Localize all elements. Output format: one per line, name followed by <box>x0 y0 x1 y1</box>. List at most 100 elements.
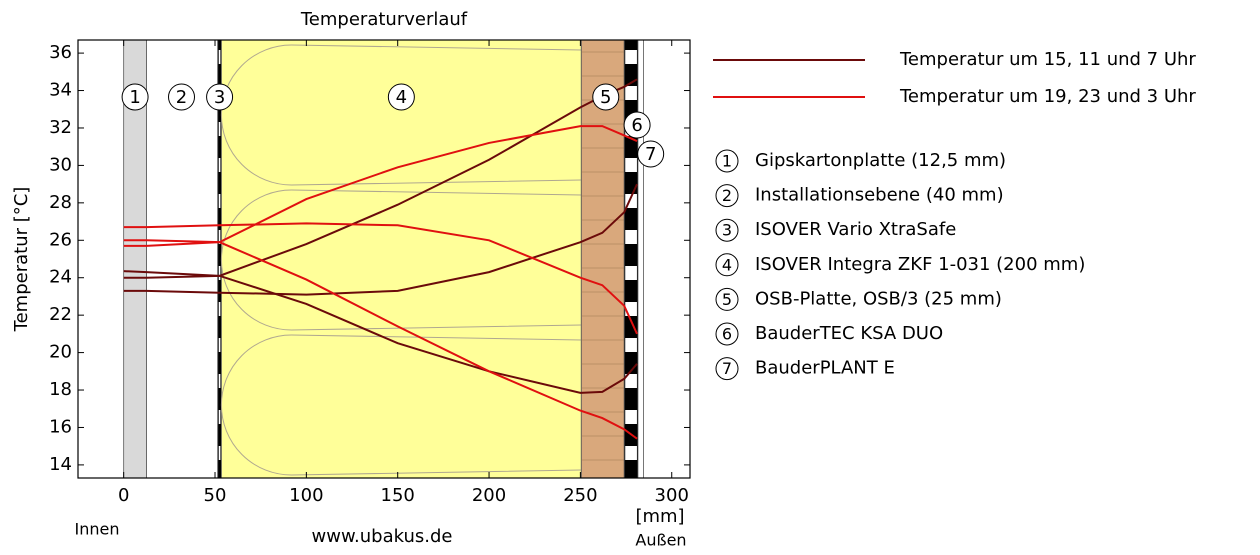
y-tick-label: 16 <box>49 416 72 437</box>
layer-stripe <box>218 230 221 244</box>
layer-marker-label: 6 <box>631 115 642 136</box>
y-axis-label: Temperatur [°C] <box>11 187 32 333</box>
x-tick-label: 50 <box>204 485 227 506</box>
layer-stripe <box>218 194 221 208</box>
layer <box>637 39 644 479</box>
legend-layer-marker <box>715 253 739 277</box>
x-tick-label: 0 <box>118 485 129 506</box>
layer-marker <box>387 83 415 111</box>
y-tick-label: 28 <box>49 192 72 213</box>
source-label: www.ubakus.de <box>312 526 453 547</box>
layer-stripe <box>625 266 637 280</box>
legend-layer-name: BauderTEC KSA DUO <box>755 323 943 344</box>
layer-stripe <box>625 230 637 244</box>
legend-layer-marker <box>715 184 739 208</box>
layer-marker-label: 3 <box>214 87 225 108</box>
layer-stripe <box>625 338 637 352</box>
temperature-curve <box>123 183 638 296</box>
layer-marker-label: 7 <box>645 144 656 165</box>
insulation-pattern <box>220 334 582 476</box>
temperature-curve <box>123 222 638 335</box>
x-tick-label: 150 <box>381 485 415 506</box>
legend-layer-number: 5 <box>722 290 732 309</box>
y-tick-label: 14 <box>49 454 72 475</box>
layer <box>146 39 219 479</box>
y-tick-label: 32 <box>49 117 72 138</box>
layer-stripe <box>218 158 221 172</box>
layer-marker <box>592 83 620 111</box>
layer-stripe <box>218 266 221 280</box>
layer-marker-label: 4 <box>396 87 407 108</box>
x-tick-label: 250 <box>563 485 597 506</box>
legend-layer-number: 4 <box>722 255 732 274</box>
y-tick-label: 18 <box>49 379 72 400</box>
layer-stripe <box>218 446 221 460</box>
layer-stripe <box>625 302 637 316</box>
plot-area <box>123 39 644 479</box>
layer-stripe <box>625 410 637 424</box>
legend-label: Temperatur um 19, 23 und 3 Uhr <box>899 86 1196 107</box>
layer-marker <box>637 140 665 168</box>
plot-frame <box>77 39 691 479</box>
layer-marker-label: 2 <box>176 87 187 108</box>
layer-stripe <box>218 338 221 352</box>
layer <box>580 39 625 479</box>
layer-marker-label: 1 <box>129 87 140 108</box>
legend-layer-marker <box>715 218 739 242</box>
legend-layer-marker <box>715 149 739 173</box>
legend-layer-number: 2 <box>722 186 732 205</box>
chart-title: Temperaturverlauf <box>300 9 468 30</box>
layer-stripe <box>625 374 637 388</box>
layer-marker <box>206 83 234 111</box>
x-axis-label: [mm] <box>635 506 684 527</box>
legend-layer-marker <box>715 287 739 311</box>
legend-layer-name: Installationsebene (40 mm) <box>755 185 1004 206</box>
layer-marker <box>168 83 196 111</box>
legend-layer-number: 1 <box>722 152 732 171</box>
temperature-curve <box>123 239 638 440</box>
legend-layer-marker <box>715 322 739 346</box>
layer-stripe <box>218 410 221 424</box>
legend-layer-number: 6 <box>722 325 732 344</box>
y-tick-label: 20 <box>49 342 72 363</box>
layer-stripe <box>625 158 637 172</box>
legend-layer-name: ISOVER Integra ZKF 1-031 (200 mm) <box>755 254 1085 275</box>
legend-layer-name: BauderPLANT E <box>755 358 895 379</box>
legend-layer-name: Gipskartonplatte (12,5 mm) <box>755 150 1006 171</box>
y-tick-label: 34 <box>49 80 72 101</box>
layer-stripe <box>218 374 221 388</box>
y-tick-label: 36 <box>49 42 72 63</box>
outside-label: Außen <box>635 531 686 550</box>
y-tick-label: 24 <box>49 267 72 288</box>
legend-label: Temperatur um 15, 11 und 7 Uhr <box>899 49 1196 70</box>
y-tick-label: 26 <box>49 229 72 250</box>
layer-stripe <box>218 122 221 136</box>
layer <box>221 39 582 479</box>
x-tick-label: 300 <box>655 485 689 506</box>
layer-stripe <box>218 302 221 316</box>
legend-layer-number: 3 <box>722 221 732 240</box>
temperature-curve <box>123 125 638 247</box>
layer-stripe <box>625 194 637 208</box>
temperature-curve <box>123 270 638 394</box>
inside-label: Innen <box>75 520 120 539</box>
legend-layer-number: 7 <box>722 359 732 378</box>
insulation-pattern <box>220 44 582 186</box>
layer-marker <box>121 83 149 111</box>
legend-layer-name: ISOVER Vario XtraSafe <box>755 219 956 240</box>
x-tick-label: 200 <box>472 485 506 506</box>
insulation-pattern <box>220 189 582 331</box>
y-tick-label: 30 <box>49 154 72 175</box>
legend-layer-name: OSB-Platte, OSB/3 (25 mm) <box>755 288 1002 309</box>
layer-stripe <box>625 446 637 460</box>
legend-layer-marker <box>715 357 739 381</box>
layer-stripe <box>625 50 637 64</box>
layer-stripe <box>218 50 221 64</box>
layer-marker-label: 5 <box>600 87 611 108</box>
x-tick-label: 100 <box>289 485 323 506</box>
y-tick-label: 22 <box>49 304 72 325</box>
layer-stripe <box>625 86 637 100</box>
layer-marker <box>623 111 651 139</box>
